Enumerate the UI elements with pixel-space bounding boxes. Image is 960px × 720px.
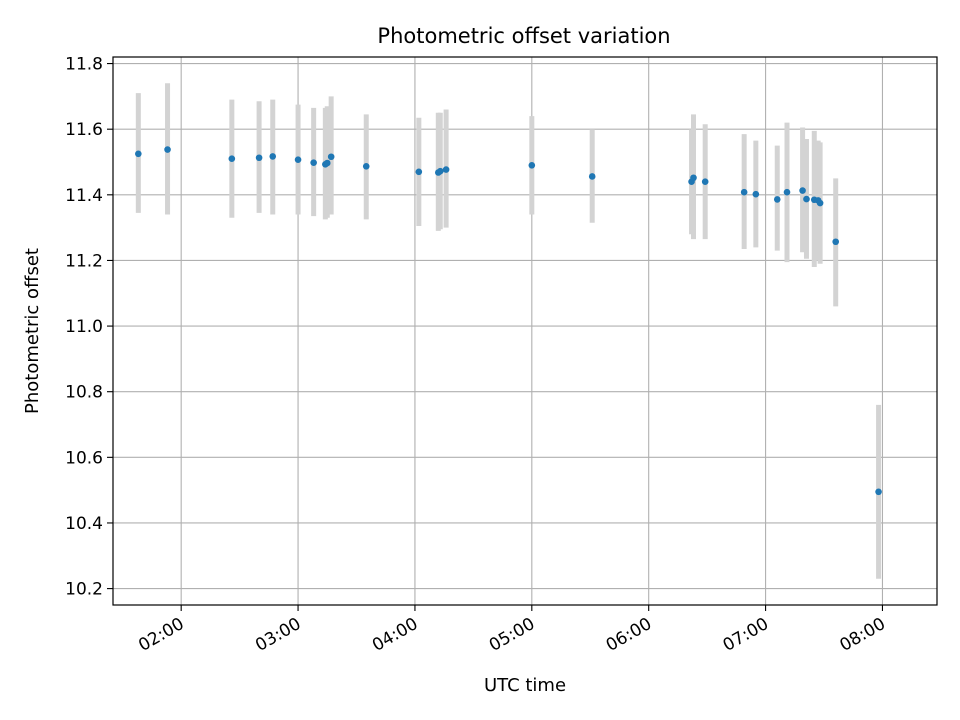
data-point: [269, 153, 277, 160]
data-point: [327, 153, 335, 161]
y-tick-label: 10.2: [65, 580, 103, 600]
data-point: [690, 174, 697, 182]
y-tick-label: 11.2: [65, 251, 103, 271]
y-tick-label: 10.6: [65, 448, 103, 468]
plot-frame: [112, 56, 938, 606]
data-point: [803, 195, 810, 203]
data-point: [701, 178, 709, 185]
y-tick-label: 11.6: [65, 120, 103, 140]
x-axis-label: UTC time: [484, 675, 566, 696]
data-point: [436, 167, 444, 175]
data-point: [773, 196, 781, 203]
data-point: [816, 199, 824, 207]
data-points: [135, 146, 882, 496]
data-point: [875, 488, 882, 496]
data-point: [588, 173, 596, 180]
data-point: [294, 156, 302, 164]
data-point: [442, 166, 450, 173]
data-point: [832, 238, 840, 246]
chart-title: Photometric offset variation: [377, 24, 670, 48]
data-point: [415, 168, 423, 176]
data-point: [323, 159, 331, 167]
data-point: [752, 190, 760, 198]
y-tick-label: 10.4: [65, 514, 103, 534]
data-point: [164, 146, 171, 153]
y-tick-label: 11.4: [65, 186, 103, 206]
data-point: [362, 162, 370, 170]
data-point: [799, 187, 806, 194]
data-point: [310, 159, 317, 166]
grid: [113, 57, 937, 605]
data-point: [135, 150, 142, 158]
y-tick-label: 11.8: [65, 55, 103, 75]
y-axis-ticks: 10.2 10.4 10.6 10.8 11.0 11.2 11.4 11.6 11.8: [65, 55, 113, 600]
y-tick-label: 10.8: [65, 383, 103, 403]
data-point: [740, 188, 748, 196]
y-tick-label: 11.0: [65, 317, 103, 337]
data-point: [783, 188, 791, 196]
data-point: [528, 161, 536, 169]
y-axis-label: Photometric offset: [22, 248, 43, 414]
data-point: [228, 155, 236, 163]
data-point: [255, 154, 263, 162]
